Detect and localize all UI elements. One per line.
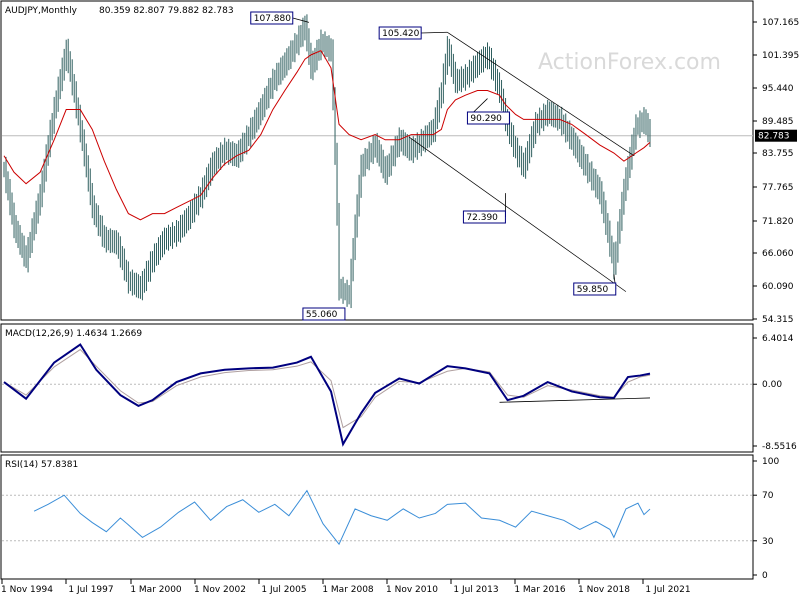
price-axis-tick-label: 66.060 <box>762 249 794 259</box>
price-axis-tick-label: 54.315 <box>762 315 794 325</box>
x-axis-tick-label: 1 Jul 2005 <box>261 585 306 595</box>
rsi-axis-tick-label: 30 <box>762 537 774 547</box>
x-axis-tick-label: 1 Mar 2000 <box>130 585 182 595</box>
price-axis-tick-label: 71.820 <box>762 217 794 227</box>
x-axis-tick-label: 1 Nov 2010 <box>386 585 438 595</box>
x-axis-tick-label: 1 Jul 1997 <box>68 585 113 595</box>
callout-label: 55.060 <box>306 310 338 320</box>
header-ohlc: 80.359 82.807 79.882 82.783 <box>99 6 234 16</box>
header-symbol: AUDJPY,Monthly <box>5 6 78 16</box>
callout-label: 107.880 <box>254 14 291 24</box>
price-axis-tick-label: 107.165 <box>762 18 799 28</box>
rsi-axis-tick-label: 70 <box>762 491 774 501</box>
macd-label: MACD(12,26,9) 1.4634 1.2669 <box>5 329 142 339</box>
x-axis-tick-label: 1 Jul 2021 <box>645 585 690 595</box>
x-axis-tick-label: 1 Nov 1994 <box>1 585 53 595</box>
x-axis-tick-label: 1 Jul 2013 <box>453 585 498 595</box>
watermark: ActionForex.com <box>538 50 721 75</box>
price-axis-tick-label: 60.090 <box>762 282 794 292</box>
rsi-axis-tick-label: 100 <box>762 457 779 467</box>
callout-label: 59.850 <box>577 285 609 295</box>
macd-axis-tick-label: 0.00 <box>762 380 782 390</box>
price-axis-tick-label: 89.485 <box>762 117 794 127</box>
rsi-label: RSI(14) 57.8381 <box>5 460 78 470</box>
x-axis-tick-label: 1 Mar 2016 <box>514 585 566 595</box>
price-axis-tick-label: 83.755 <box>762 149 794 159</box>
x-axis-tick-label: 1 Mar 2008 <box>322 585 374 595</box>
x-axis-tick-label: 1 Nov 2018 <box>578 585 630 595</box>
price-axis-tick-label: 101.395 <box>762 51 799 61</box>
rsi-axis-tick-label: 0 <box>762 571 768 581</box>
x-axis-tick-label: 1 Nov 2002 <box>194 585 246 595</box>
callout-label: 72.390 <box>466 213 498 223</box>
current-price-label: 82.783 <box>758 132 790 142</box>
callout-label: 90.290 <box>470 114 502 124</box>
macd-axis-tick-label: -8.5516 <box>762 442 797 452</box>
price-axis-tick-label: 95.440 <box>762 84 794 94</box>
callout-label: 105.420 <box>382 29 419 39</box>
macd-axis-tick-label: 6.4014 <box>762 334 794 344</box>
price-axis-tick-label: 77.765 <box>762 183 794 193</box>
